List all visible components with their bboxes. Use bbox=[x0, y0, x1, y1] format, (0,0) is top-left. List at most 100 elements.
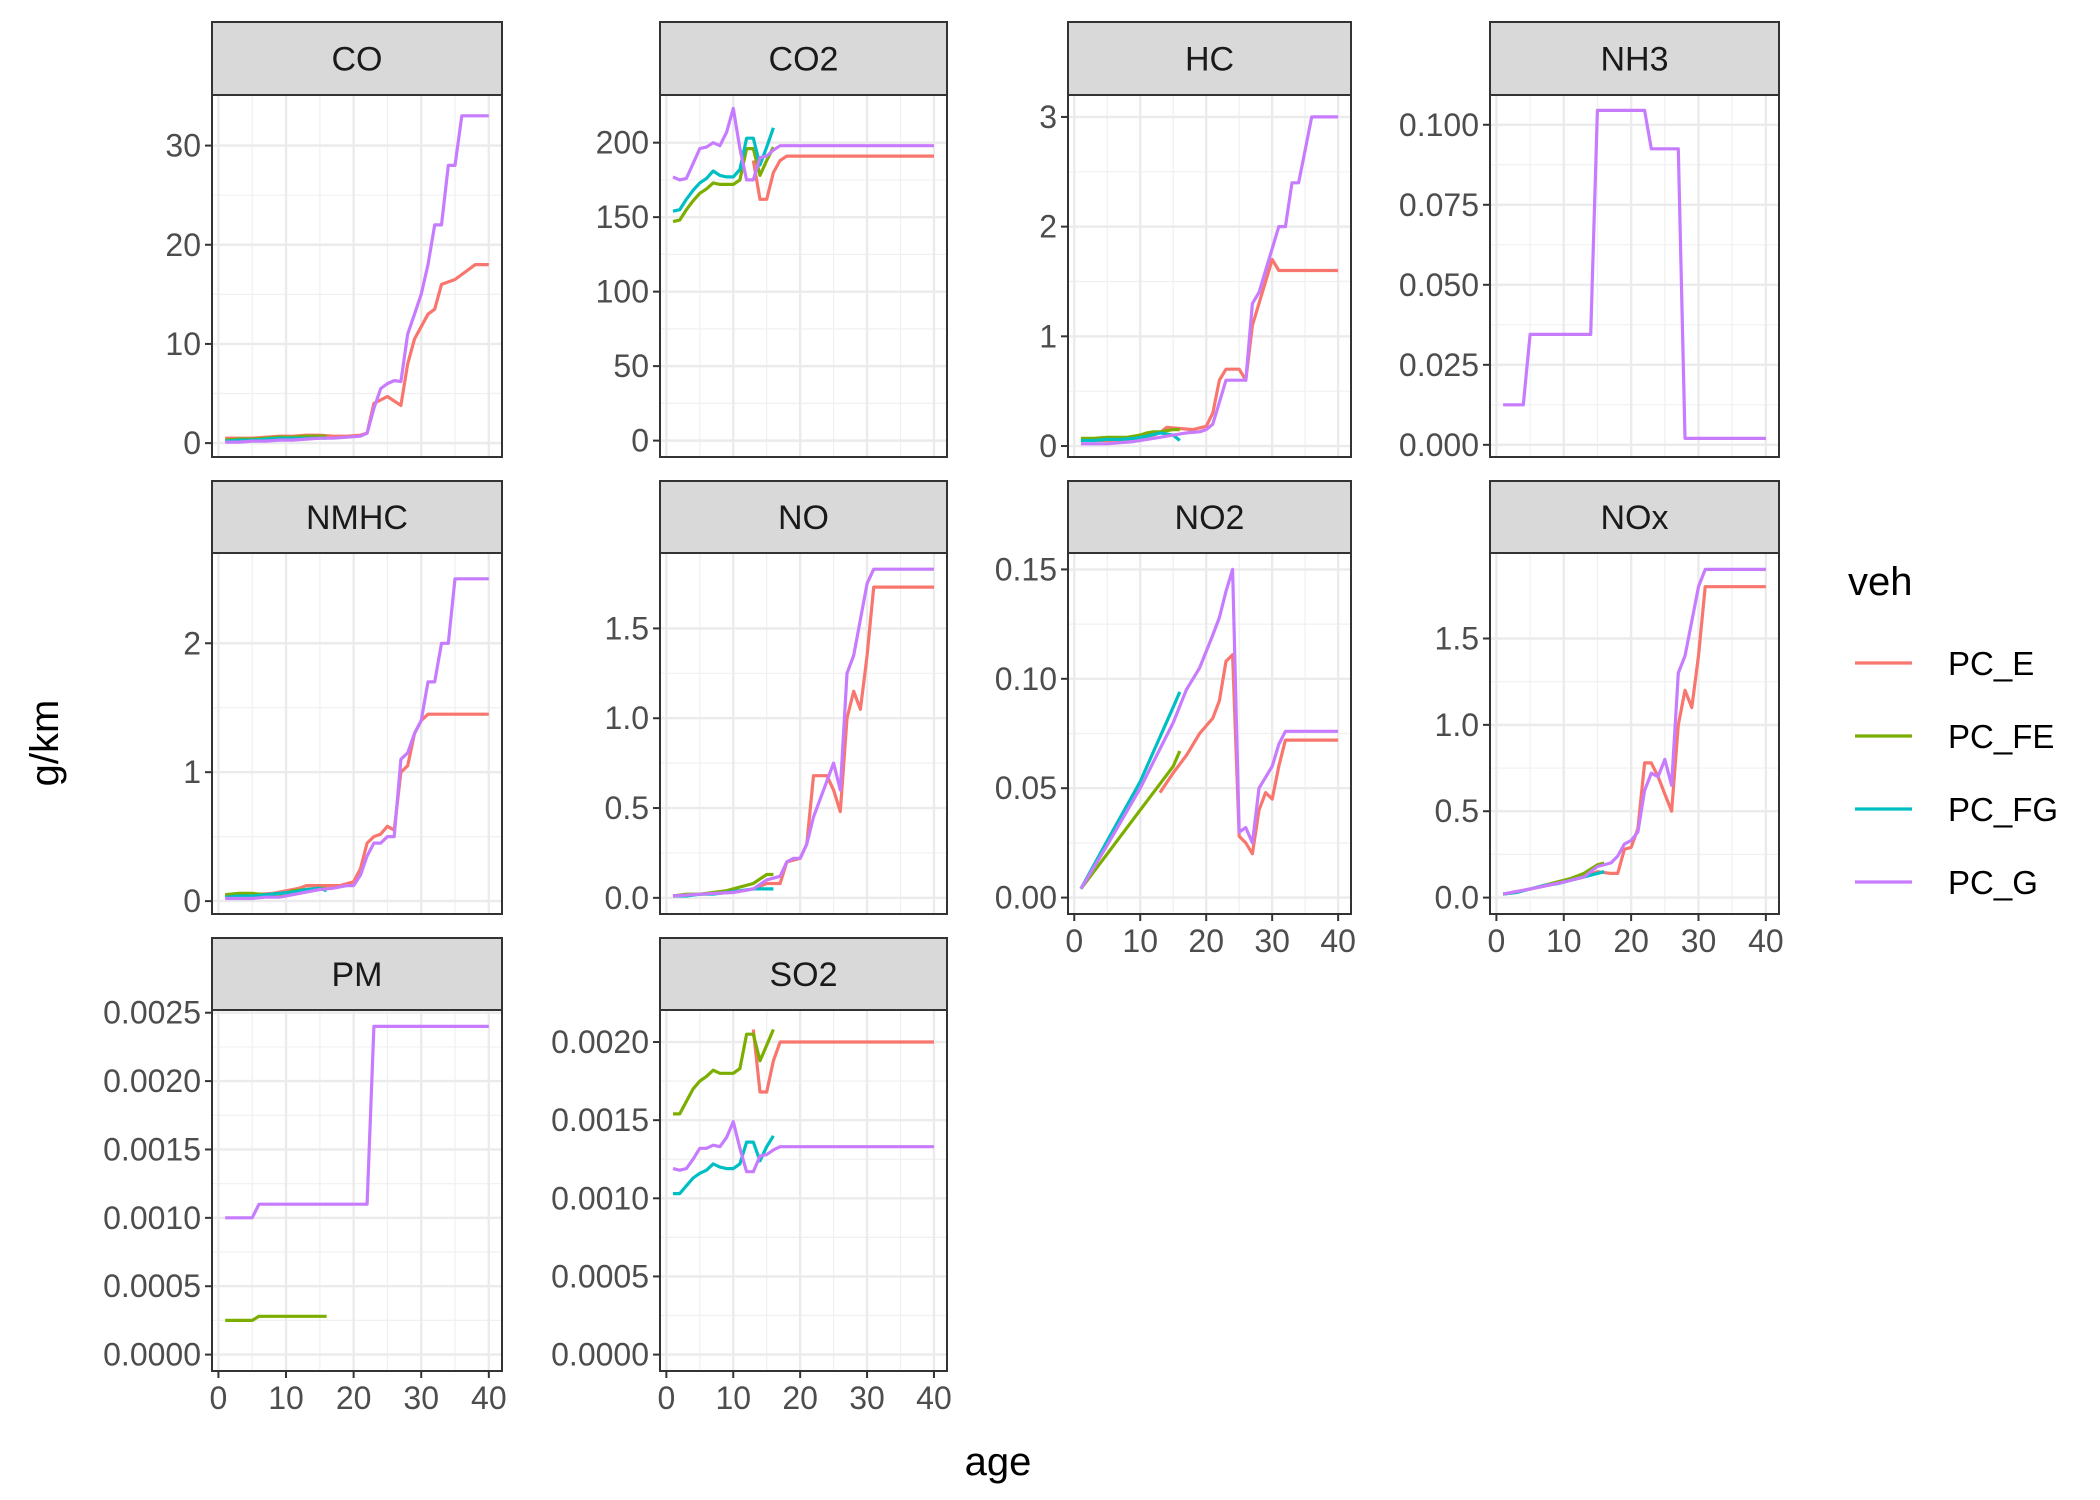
y-tick-label: 1.0 bbox=[605, 700, 649, 736]
panel-no2: NO2 0.00 0.05 0.10 0.15 0 10 20 30 40 bbox=[995, 480, 1356, 959]
y-tick-label: 0.0010 bbox=[551, 1180, 649, 1216]
grid-nox bbox=[1490, 553, 1779, 914]
y-tick-label: 1.0 bbox=[1435, 707, 1479, 743]
series-line-no2-pc-e bbox=[1158, 653, 1339, 856]
grid-nh3 bbox=[1490, 95, 1779, 457]
y-tick-label: 0.05 bbox=[995, 770, 1057, 806]
panel-border-nox bbox=[1489, 552, 1780, 915]
y-tick-label: 0.0000 bbox=[103, 1337, 201, 1373]
panel-hc: HC 0 1 2 3 bbox=[1039, 21, 1352, 464]
grid-co bbox=[212, 95, 502, 457]
panel-border-no2 bbox=[1067, 552, 1352, 915]
y-tick-label: 0 bbox=[183, 425, 201, 461]
panel-border-co2 bbox=[659, 94, 948, 458]
series-line-hc-pc-fe bbox=[1080, 428, 1180, 440]
y-tick-label: 30 bbox=[165, 128, 201, 164]
y-tick-label: 0.050 bbox=[1399, 267, 1479, 303]
x-tick-label: 0 bbox=[657, 1380, 675, 1416]
series-line-nh3-pc-g bbox=[1503, 108, 1766, 440]
y-tick-label: 0.0005 bbox=[103, 1268, 201, 1304]
panel-nox: NOx 0.0 0.5 1.0 1.5 0 10 20 30 40 bbox=[1435, 480, 1784, 959]
plot-area-nmhc bbox=[212, 553, 502, 914]
x-tick-label: 0 bbox=[1488, 923, 1506, 959]
series-line-so2-pc-fe bbox=[673, 1028, 775, 1116]
x-tick-label: 10 bbox=[715, 1380, 751, 1416]
y-tick-label: 0 bbox=[631, 423, 649, 459]
strip-label-hc: HC bbox=[1185, 41, 1234, 79]
y-tick-label: 1 bbox=[1039, 318, 1057, 354]
grid-no bbox=[660, 553, 947, 914]
panel-border-nmhc bbox=[211, 552, 503, 915]
strip-hc bbox=[1067, 21, 1352, 96]
y-tick-label: 0.0 bbox=[1435, 880, 1479, 916]
y-tick-label: 2 bbox=[183, 625, 201, 661]
series-line-pm-pc-fe bbox=[225, 1314, 327, 1323]
strip-nh3 bbox=[1489, 21, 1780, 96]
y-tick-label: 0.5 bbox=[605, 790, 649, 826]
strip-label-nox: NOx bbox=[1601, 499, 1669, 537]
strip-nmhc bbox=[211, 480, 503, 554]
x-tick-label: 30 bbox=[849, 1380, 885, 1416]
y-tick-label: 20 bbox=[165, 227, 201, 263]
strip-no bbox=[659, 480, 948, 554]
grid-co2 bbox=[660, 95, 947, 457]
strip-co2 bbox=[659, 21, 948, 96]
y-tick-label: 200 bbox=[596, 125, 649, 161]
x-tick-label: 10 bbox=[1546, 923, 1582, 959]
y-tick-label: 1 bbox=[183, 754, 201, 790]
x-tick-label: 10 bbox=[1122, 923, 1158, 959]
series-line-nmhc-pc-fg bbox=[225, 886, 328, 899]
grid-no2 bbox=[1068, 553, 1351, 914]
x-tick-label: 30 bbox=[1681, 923, 1717, 959]
panel-nmhc: NMHC 0 1 2 bbox=[183, 480, 503, 919]
strip-label-pm: PM bbox=[332, 956, 383, 994]
panel-no: NO 0.0 0.5 1.0 1.5 bbox=[605, 480, 948, 916]
y-tick-label: 100 bbox=[596, 274, 649, 310]
y-tick-label: 0.00 bbox=[995, 880, 1057, 916]
legend-title: veh bbox=[1848, 560, 1913, 604]
strip-nox bbox=[1489, 480, 1780, 554]
series-line-nmhc-pc-g bbox=[225, 577, 489, 901]
y-tick-label: 2 bbox=[1039, 209, 1057, 245]
strip-label-no: NO bbox=[778, 499, 829, 537]
y-tick-label: 0.0015 bbox=[103, 1131, 201, 1167]
y-tick-label: 0.5 bbox=[1435, 793, 1479, 829]
panel-pm: PM 0.0000 0.0005 0.0010 0.0015 0.0020 0.0025 0 1… bbox=[103, 937, 507, 1416]
grid-nmhc bbox=[212, 553, 502, 914]
series-line-so2-pc-fg bbox=[673, 1134, 775, 1196]
series-line-pm-pc-g bbox=[225, 1024, 489, 1220]
y-tick-label: 0.000 bbox=[1399, 427, 1479, 463]
y-tick-label: 0.15 bbox=[995, 551, 1057, 587]
y-tick-label: 0.0020 bbox=[551, 1024, 649, 1060]
x-tick-label: 40 bbox=[916, 1380, 952, 1416]
x-tick-label: 0 bbox=[1065, 923, 1083, 959]
panel-border-pm bbox=[211, 1009, 503, 1372]
panel-border-no bbox=[659, 552, 948, 915]
legend-label: PC_G bbox=[1948, 864, 2038, 901]
y-tick-label: 0.0 bbox=[605, 880, 649, 916]
series-line-no-pc-e bbox=[672, 585, 934, 898]
y-tick-label: 0.0020 bbox=[103, 1063, 201, 1099]
x-axis-title: age bbox=[965, 1440, 1032, 1484]
series-line-hc-pc-g bbox=[1080, 115, 1339, 446]
strip-label-no2: NO2 bbox=[1175, 499, 1245, 537]
panel-border-hc bbox=[1067, 94, 1352, 458]
strip-label-nh3: NH3 bbox=[1600, 41, 1668, 79]
x-tick-label: 30 bbox=[403, 1380, 439, 1416]
legend-entry-pc-e: PC_E bbox=[1855, 645, 2034, 682]
y-tick-label: 1.5 bbox=[1435, 621, 1479, 657]
legend-entry-pc-g: PC_G bbox=[1855, 864, 2038, 901]
plot-area-no bbox=[660, 553, 947, 914]
series-line-no2-pc-g bbox=[1079, 567, 1339, 890]
legend-entry-pc-fg: PC_FG bbox=[1855, 791, 2058, 828]
legend-label: PC_FE bbox=[1948, 718, 2054, 755]
y-tick-label: 0 bbox=[1039, 428, 1057, 464]
legend-entry-pc-fe: PC_FE bbox=[1855, 718, 2054, 755]
x-tick-label: 20 bbox=[336, 1380, 372, 1416]
x-tick-label: 20 bbox=[782, 1380, 818, 1416]
panel-so2: SO2 0.0000 0.0005 0.0010 0.0015 0.0020 0 10 20 30… bbox=[551, 937, 952, 1416]
grid-pm bbox=[212, 1010, 502, 1371]
plot-area-co bbox=[212, 95, 502, 457]
y-tick-label: 0 bbox=[183, 883, 201, 919]
